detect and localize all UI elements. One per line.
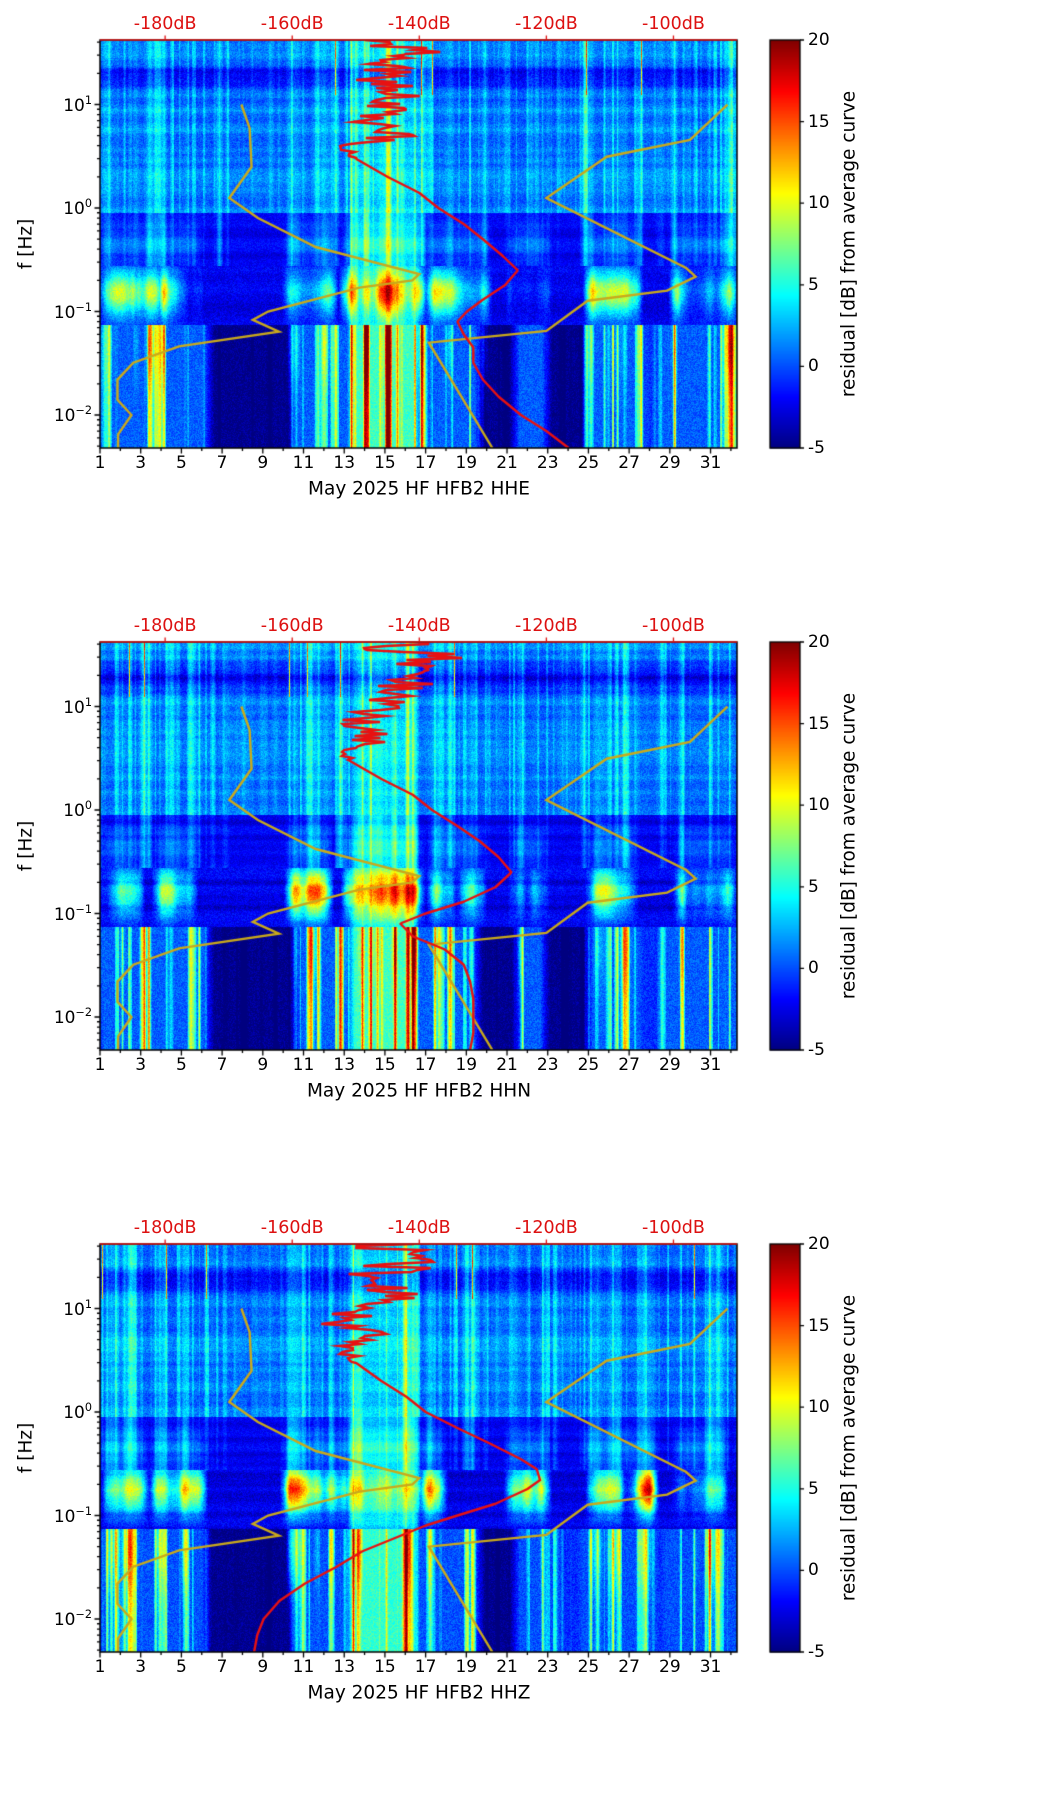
spectrogram-canvas-hhz bbox=[0, 1204, 1052, 1806]
y-axis-label: f [Hz] bbox=[15, 218, 37, 270]
x-axis-label: May 2025 HF HFB2 HHZ bbox=[307, 1682, 531, 1704]
spectrogram-canvas-hhn bbox=[0, 602, 1052, 1204]
spectrogram-canvas-hhe bbox=[0, 0, 1052, 602]
spectrogram-panel-hhz: f [Hz] May 2025 HF HFB2 HHZ residual [dB… bbox=[0, 1204, 1052, 1806]
spectrogram-panel-hhe: f [Hz] May 2025 HF HFB2 HHE residual [dB… bbox=[0, 0, 1052, 602]
colorbar-label: residual [dB] from average curve bbox=[838, 90, 860, 398]
y-axis-label: f [Hz] bbox=[15, 1422, 37, 1474]
x-axis-label: May 2025 HF HFB2 HHE bbox=[308, 478, 530, 500]
colorbar-label: residual [dB] from average curve bbox=[838, 1294, 860, 1602]
x-axis-label: May 2025 HF HFB2 HHN bbox=[306, 1080, 532, 1102]
colorbar-label: residual [dB] from average curve bbox=[838, 692, 860, 1000]
spectrogram-panel-hhn: f [Hz] May 2025 HF HFB2 HHN residual [dB… bbox=[0, 602, 1052, 1204]
y-axis-label: f [Hz] bbox=[15, 820, 37, 872]
